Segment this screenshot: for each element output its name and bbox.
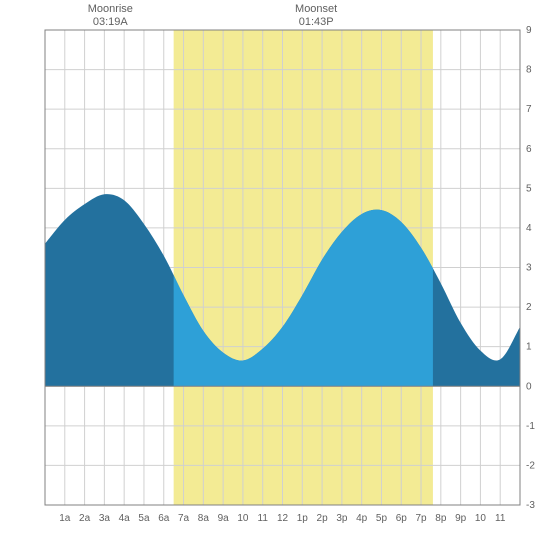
y-tick-label: 5 [526, 183, 532, 194]
x-tick-label: 6p [396, 513, 408, 524]
x-tick-label: 5p [376, 513, 388, 524]
x-tick-label: 6a [158, 513, 170, 524]
y-tick-label: 2 [526, 302, 532, 313]
y-tick-label: 8 [526, 65, 532, 76]
y-tick-label: 7 [526, 104, 532, 115]
moonset-title: Moonset [295, 3, 337, 15]
x-tick-label: 2p [317, 513, 329, 524]
x-tick-label: 1p [297, 513, 309, 524]
x-tick-label: 12 [277, 513, 289, 524]
y-tick-label: -1 [526, 421, 535, 432]
x-tick-label: 8a [198, 513, 210, 524]
x-tick-label: 10 [237, 513, 249, 524]
x-tick-label: 7a [178, 513, 190, 524]
tide-chart: -3-2-101234567891a2a3a4a5a6a7a8a9a101112… [0, 0, 550, 550]
moonrise-title: Moonrise [88, 3, 133, 15]
chart-svg: -3-2-101234567891a2a3a4a5a6a7a8a9a101112… [0, 0, 550, 550]
y-tick-label: -3 [526, 500, 535, 511]
x-tick-label: 2a [79, 513, 91, 524]
x-tick-label: 9p [455, 513, 467, 524]
x-tick-label: 9a [218, 513, 230, 524]
y-tick-label: 9 [526, 25, 532, 36]
moonset-time: 01:43P [299, 16, 334, 28]
x-tick-label: 7p [415, 513, 427, 524]
x-tick-label: 4p [356, 513, 368, 524]
x-tick-label: 3p [336, 513, 348, 524]
x-tick-label: 4a [119, 513, 131, 524]
x-tick-label: 1a [59, 513, 71, 524]
y-tick-label: 0 [526, 381, 532, 392]
x-tick-label: 8p [435, 513, 447, 524]
y-tick-label: -2 [526, 460, 535, 471]
x-tick-label: 5a [138, 513, 150, 524]
y-tick-label: 6 [526, 144, 532, 155]
x-tick-label: 11 [495, 513, 506, 524]
x-tick-label: 3a [99, 513, 111, 524]
y-tick-label: 1 [526, 342, 532, 353]
x-tick-label: 11 [258, 513, 269, 524]
x-tick-label: 10 [475, 513, 487, 524]
y-tick-label: 4 [526, 223, 532, 234]
y-tick-label: 3 [526, 263, 532, 274]
moonrise-time: 03:19A [93, 16, 129, 28]
